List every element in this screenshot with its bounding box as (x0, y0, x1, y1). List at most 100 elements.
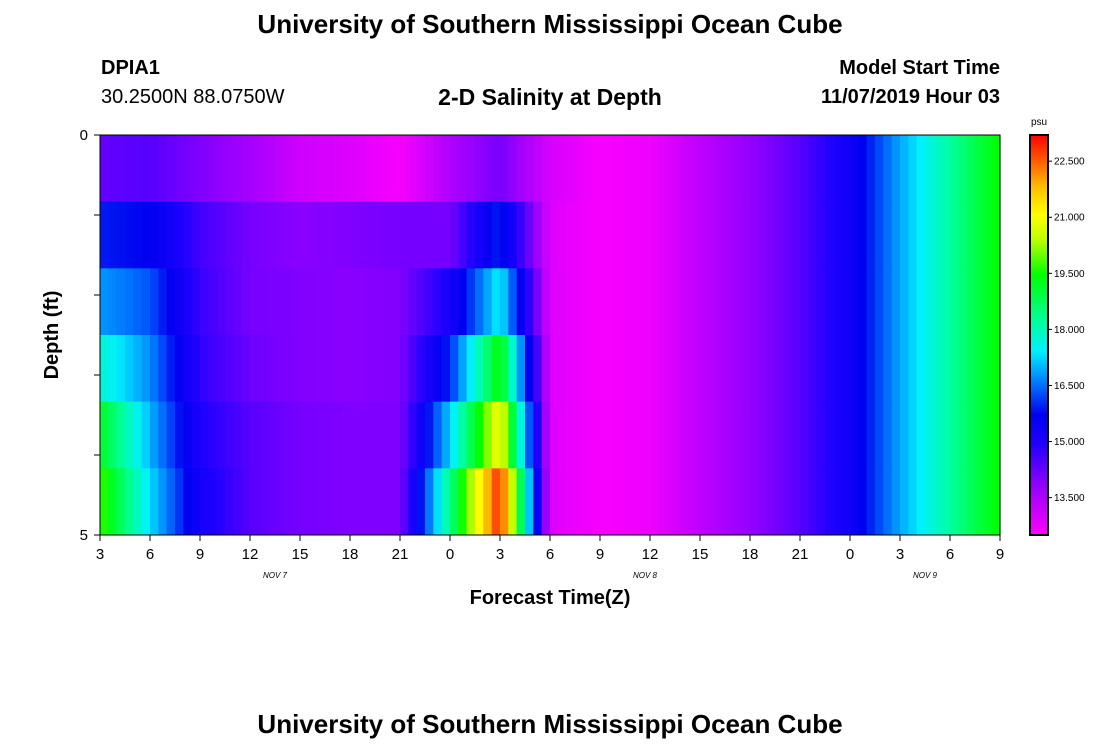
heatmap-cell (725, 468, 734, 536)
heatmap-cell (850, 268, 859, 336)
heatmap-cell (233, 468, 243, 536)
heatmap-cell (316, 201, 326, 269)
heatmap-cell (258, 401, 268, 469)
heatmap-cell (533, 135, 543, 203)
heatmap-cell (183, 335, 193, 403)
heatmap-cell (291, 468, 301, 536)
heatmap-cell (383, 268, 393, 336)
heatmap-cell (225, 268, 234, 336)
heatmap-cell (416, 135, 426, 203)
heatmap-cell (358, 135, 368, 203)
heatmap-cell (516, 135, 526, 203)
heatmap-cell (625, 268, 634, 336)
heatmap-cell (900, 201, 909, 269)
heatmap-cell (583, 401, 593, 469)
heatmap-cell (608, 135, 618, 203)
heatmap-cell (508, 335, 518, 403)
heatmap-cell (708, 201, 718, 269)
heatmap-cell (308, 201, 318, 269)
heatmap-cell (583, 135, 593, 203)
heatmap-cell (866, 135, 876, 203)
heatmap-cell (150, 335, 159, 403)
heatmap-cell (258, 335, 268, 403)
heatmap-cell (208, 201, 218, 269)
heatmap-cell (966, 468, 976, 536)
heatmap-cell (133, 268, 143, 336)
heatmap-cell (716, 135, 726, 203)
heatmap-cell (891, 335, 901, 403)
heatmap-cell (300, 268, 309, 336)
heatmap-cell (758, 201, 768, 269)
heatmap-cell (191, 268, 201, 336)
heatmap-cell (516, 468, 526, 536)
heatmap-cell (391, 135, 401, 203)
heatmap-cell (241, 401, 251, 469)
heatmap-cell (141, 201, 151, 269)
heatmap-cell (758, 135, 768, 203)
heatmap-cell (183, 468, 193, 536)
heatmap-cell (491, 335, 501, 403)
heatmap-cell (966, 335, 976, 403)
heatmap-cell (841, 401, 851, 469)
heatmap-cell (166, 268, 176, 336)
heatmap-cell (433, 135, 443, 203)
heatmap-cell (766, 401, 776, 469)
heatmap-cell (975, 268, 984, 336)
colorbar-tick-label: 18.000 (1054, 325, 1085, 336)
heatmap-cell (966, 201, 976, 269)
heatmap-cell (483, 468, 493, 536)
colorbar-tick-label: 16.500 (1054, 381, 1085, 392)
heatmap-cell (833, 468, 843, 536)
heatmap-cell (725, 335, 734, 403)
heatmap-cell (258, 135, 268, 203)
heatmap-cell (891, 268, 901, 336)
heatmap-cell (858, 268, 868, 336)
x-tick-label: 9 (596, 546, 604, 563)
heatmap-cell (858, 401, 868, 469)
x-tick-label: 9 (196, 546, 204, 563)
heatmap-cell (950, 401, 959, 469)
heatmap-cell (708, 268, 718, 336)
heatmap-cell (425, 401, 434, 469)
heatmap-cell (691, 201, 701, 269)
heatmap-cell (383, 468, 393, 536)
heatmap-cell (883, 401, 893, 469)
heatmap-cell (341, 335, 351, 403)
heatmap-cell (658, 201, 668, 269)
heatmap-cell (425, 201, 434, 269)
heatmap-cell (258, 468, 268, 536)
heatmap-cell (941, 401, 951, 469)
heatmap-cell (833, 135, 843, 203)
x-date-label: NOV 9 (913, 571, 938, 580)
heatmap-cell (125, 468, 134, 536)
heatmap-cell (600, 135, 609, 203)
heatmap-cell (191, 201, 201, 269)
heatmap-cell (866, 468, 876, 536)
heatmap-cell (883, 201, 893, 269)
x-date-label: NOV 8 (633, 571, 658, 580)
heatmap-cell (275, 401, 284, 469)
heatmap-cell (300, 201, 309, 269)
heatmap-cell (933, 468, 943, 536)
heatmap-cell (366, 468, 376, 536)
heatmap-cell (683, 135, 693, 203)
heatmap-cell (608, 468, 618, 536)
heatmap-cell (266, 135, 276, 203)
heatmap-cell (991, 135, 1001, 203)
heatmap-cell (441, 401, 451, 469)
heatmap-cell (733, 335, 743, 403)
heatmap-cell (316, 268, 326, 336)
heatmap-cell (775, 468, 784, 536)
heatmap-cell (833, 201, 843, 269)
heatmap-cell (341, 268, 351, 336)
heatmap-cell (141, 401, 151, 469)
heatmap-cell (866, 401, 876, 469)
heatmap-cell (175, 201, 184, 269)
heatmap-cell (241, 468, 251, 536)
heatmap-cell (341, 401, 351, 469)
heatmap-cell (616, 201, 626, 269)
heatmap-cell (183, 401, 193, 469)
heatmap-cell (300, 401, 309, 469)
x-tick-label: 21 (392, 546, 409, 563)
heatmap-cell (366, 268, 376, 336)
